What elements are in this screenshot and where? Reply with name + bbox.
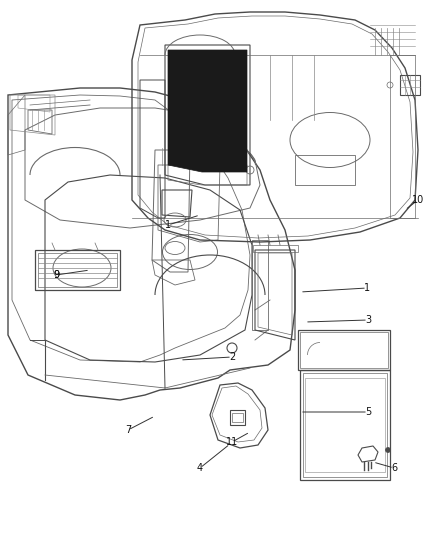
Polygon shape (168, 50, 247, 172)
Text: 2: 2 (229, 352, 235, 362)
Text: 11: 11 (226, 437, 238, 447)
Text: 5: 5 (365, 407, 371, 417)
Text: 10: 10 (412, 195, 424, 205)
Text: 7: 7 (125, 425, 131, 435)
Text: 4: 4 (197, 463, 203, 473)
Text: 1: 1 (364, 283, 370, 293)
Text: 9: 9 (53, 270, 59, 280)
Ellipse shape (385, 448, 391, 453)
Text: 9: 9 (53, 270, 59, 280)
Text: 1: 1 (165, 220, 171, 230)
Text: 3: 3 (365, 315, 371, 325)
Text: 6: 6 (391, 463, 397, 473)
